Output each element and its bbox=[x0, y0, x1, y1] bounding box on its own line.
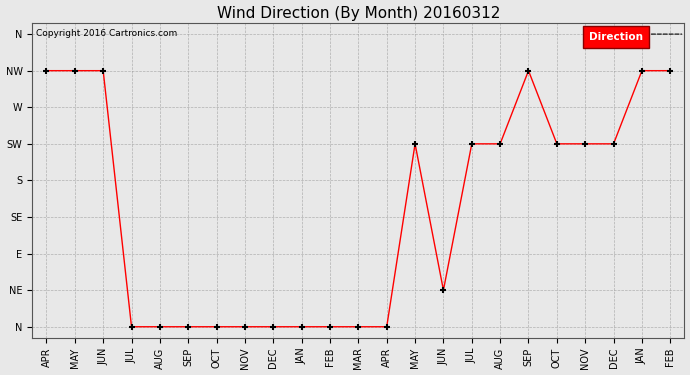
FancyBboxPatch shape bbox=[583, 26, 649, 48]
Text: Copyright 2016 Cartronics.com: Copyright 2016 Cartronics.com bbox=[36, 29, 177, 38]
Title: Wind Direction (By Month) 20160312: Wind Direction (By Month) 20160312 bbox=[217, 6, 500, 21]
Text: Direction: Direction bbox=[589, 32, 643, 42]
